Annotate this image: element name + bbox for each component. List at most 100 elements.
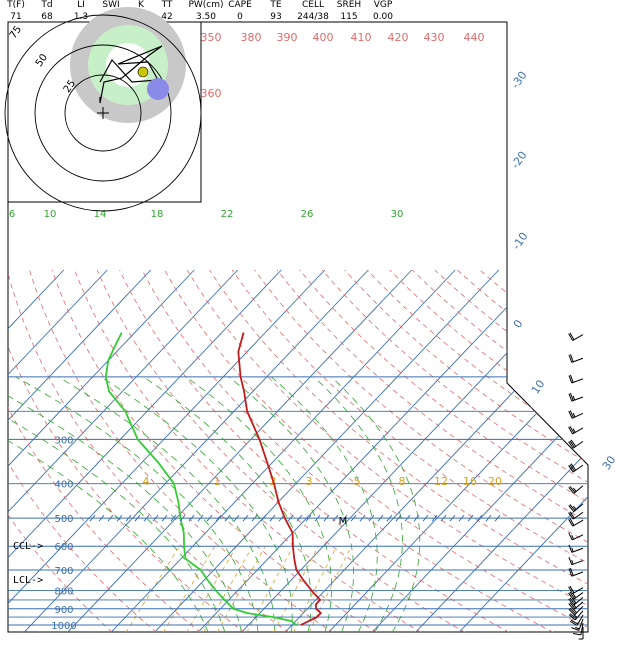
- barb-feather: [568, 518, 574, 527]
- mixing-ratio-line: [246, 546, 294, 632]
- barb-feather: [568, 354, 573, 363]
- barb-feather: [569, 607, 576, 615]
- diagram-frame: [7, 21, 589, 633]
- pressure-tick-label: 700: [54, 566, 73, 577]
- header-label: LI: [77, 0, 85, 10]
- barb-feather: [569, 504, 576, 511]
- isotherm-line: [8, 269, 282, 632]
- barb-feather: [568, 556, 573, 565]
- hatch-mark: [107, 514, 114, 522]
- theta-e-label: 18: [151, 209, 164, 220]
- barb-feather: [568, 505, 575, 512]
- hatch-mark: [278, 514, 285, 522]
- pressure-tick-label: 800: [54, 587, 73, 598]
- theta-label: 360: [201, 87, 222, 100]
- hodograph-shade-inner: [106, 43, 150, 87]
- pressure-tick-label: 300: [54, 435, 73, 446]
- isotherm-line: [241, 269, 587, 632]
- theta-e-label: 14: [94, 209, 107, 220]
- wind-barb: [568, 511, 584, 520]
- hatch-mark: [323, 514, 330, 522]
- dry-adiabat-line: [367, 269, 588, 632]
- mixing-ratio-line: [292, 546, 338, 632]
- header-value: 244/38: [297, 12, 329, 22]
- dry-adiabat-line: [141, 269, 554, 632]
- barb-feather: [569, 602, 576, 609]
- dry-adiabat-line: [254, 269, 588, 632]
- hatch-mark: [206, 514, 213, 522]
- hatch-mark: [395, 514, 402, 522]
- hatch-mark: [368, 514, 375, 522]
- barb-feather: [568, 426, 574, 435]
- hatch-mark: [116, 514, 123, 522]
- theta-label: 410: [351, 31, 372, 44]
- dry-adiabat-line: [299, 269, 588, 632]
- diagram-grid: [8, 269, 588, 632]
- hatch-mark: [458, 514, 465, 522]
- isotherm-line: [8, 269, 239, 632]
- wind-barb: [572, 623, 584, 636]
- barb-feather: [573, 609, 578, 614]
- mixing-ratio-label: 8: [399, 475, 406, 488]
- isotherm-line: [23, 269, 369, 632]
- mixing-ratio-label: 3: [306, 475, 313, 488]
- wind-barb: [568, 556, 584, 566]
- barb-feather: [568, 598, 575, 606]
- mixing-ratio-lines: [125, 545, 352, 632]
- barb-staff: [572, 427, 584, 435]
- wind-barb: [568, 532, 584, 541]
- mixing-ratio-label: 1: [214, 475, 221, 488]
- hodograph-trace: [99, 45, 163, 104]
- barb-feather: [568, 568, 573, 577]
- barb-staff: [573, 503, 584, 512]
- barb-feather: [568, 486, 575, 494]
- isotherm-label: -20: [509, 149, 530, 171]
- hodograph-ring: [34, 44, 172, 182]
- dry-adiabat-line: [186, 269, 588, 632]
- moist-adiabat-line: [8, 376, 226, 632]
- barb-feather: [569, 354, 574, 363]
- header-value: 0: [237, 12, 243, 22]
- isotherm-label: 10: [529, 378, 548, 397]
- barb-staff: [572, 511, 584, 520]
- moist-adiabat-line: [271, 376, 378, 632]
- hatch-mark: [143, 514, 150, 522]
- isotherm-lines: [8, 269, 588, 632]
- barb-feather: [569, 410, 574, 418]
- hatch-mark: [404, 514, 411, 522]
- barb-feather: [572, 505, 577, 510]
- hatch-mark: [305, 514, 312, 522]
- header-value: 93: [270, 12, 281, 22]
- barb-feather: [571, 547, 574, 552]
- wind-barb: [568, 596, 584, 606]
- header-table: T(F)71Td68LI1.3SWI207K28TT42PW(cm)3.50CA…: [6, 0, 393, 22]
- dry-adiabat-line: [344, 269, 588, 632]
- parcel-markers: CCL-> LCL->: [13, 541, 43, 586]
- barb-feather: [569, 597, 576, 605]
- barb-feather: [569, 585, 575, 594]
- theta-e-label: 30: [391, 209, 404, 220]
- hatch-mark: [242, 514, 249, 522]
- isotherm-label: 30: [600, 454, 619, 473]
- pressure-tick-label: 400: [54, 480, 73, 491]
- barb-feather: [570, 619, 579, 625]
- hatch-mark: [125, 514, 132, 522]
- hatch-mark: [296, 514, 303, 522]
- barb-feather: [568, 532, 573, 541]
- theta-e-label: 26: [301, 209, 314, 220]
- hatch-mark: [332, 514, 339, 522]
- hatch-mark: [134, 514, 141, 522]
- hatch-mark: [188, 514, 195, 522]
- hatch-mark: [467, 514, 474, 522]
- hatch-mark: [314, 514, 321, 522]
- barb-feather: [569, 426, 575, 434]
- dry-adiabat-line: [8, 269, 290, 632]
- barb-feather: [569, 518, 575, 526]
- header-label: VGP: [374, 0, 393, 10]
- barb-feather: [569, 440, 575, 448]
- dry-adiabat-line: [8, 269, 157, 632]
- barb-feather: [568, 544, 573, 553]
- theta-label: 400: [313, 31, 334, 44]
- barb-staff: [572, 592, 584, 600]
- storm-motion-marker: [137, 66, 149, 78]
